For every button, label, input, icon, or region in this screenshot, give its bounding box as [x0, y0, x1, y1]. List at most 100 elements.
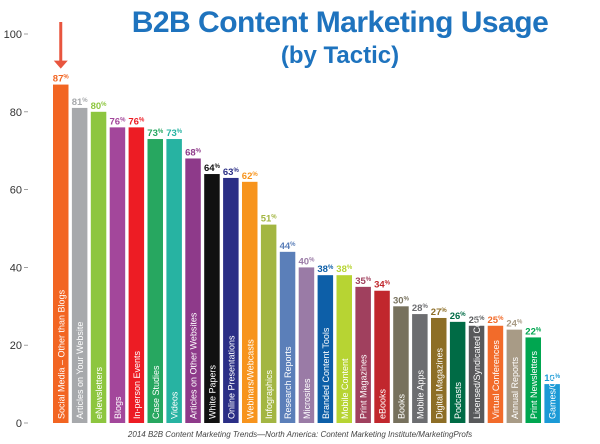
bar-group: 10%Games/Gamification — [544, 337, 561, 423]
bar-group: 24% Annual Reports — [506, 319, 523, 423]
bar — [468, 325, 485, 423]
category-label: Research Reports — [283, 346, 293, 419]
category-label: Books — [396, 393, 406, 419]
data-label: 73% — [166, 128, 183, 139]
data-label: 34% — [374, 280, 391, 291]
bar-group: 64% White Papers — [204, 163, 221, 423]
bar-group: 27% Digital Magazines — [431, 307, 448, 423]
y-tick-label: 100 — [4, 29, 22, 41]
category-label: Annual Reports — [510, 356, 520, 419]
data-label: 38% — [317, 264, 334, 275]
bar-group: 73% Videos — [166, 128, 183, 423]
category-label: Webinars/Webcasts — [245, 339, 255, 419]
bar — [90, 111, 107, 424]
data-label: 10% — [544, 373, 561, 384]
bar-group: 73% Case Studies — [147, 128, 164, 423]
category-label: Games/Gamification — [548, 337, 558, 419]
data-label: 35% — [355, 276, 372, 287]
bar — [336, 275, 352, 423]
bar-group: 25%Licensed/Syndicated Content — [468, 301, 486, 423]
data-label: 40% — [298, 256, 315, 267]
bar — [185, 158, 201, 424]
bar-group: 38% Branded Content Tools — [317, 264, 334, 423]
category-label: eBooks — [378, 388, 388, 419]
category-label: In-person Events — [132, 350, 142, 419]
bar — [525, 337, 541, 423]
data-label: 87% — [53, 74, 70, 85]
bar-group: 44% Research Reports — [280, 241, 297, 423]
category-label: Articles on Other Websites — [189, 312, 199, 419]
bar — [166, 139, 182, 423]
bar — [317, 275, 334, 423]
bar-group: 51% Infographics — [261, 214, 278, 423]
data-label: 76% — [128, 116, 145, 127]
bar — [242, 181, 258, 423]
bar-group: 68% Articles on Other Websites — [185, 147, 202, 424]
bar — [147, 139, 163, 423]
bar-group: 34% eBooks — [374, 280, 391, 423]
category-label: Mobile Content — [340, 358, 350, 419]
data-label: 44% — [280, 241, 297, 252]
category-label: Blogs — [113, 396, 123, 419]
bar — [71, 107, 88, 423]
bar — [128, 127, 145, 424]
bar — [393, 306, 409, 423]
y-tick-label: 0 — [16, 418, 22, 430]
data-label: 51% — [261, 214, 278, 225]
bar — [223, 177, 239, 423]
y-tick-label: 80 — [10, 107, 22, 119]
bar — [544, 384, 560, 423]
category-label: Licensed/Syndicated Content — [472, 301, 482, 419]
data-label: 81% — [72, 97, 89, 108]
data-label: 27% — [431, 307, 448, 318]
category-label: Print Magazines — [359, 354, 369, 419]
data-label: 25% — [487, 315, 504, 326]
chart-subtitle: (by Tactic) — [280, 42, 400, 69]
data-label: 62% — [242, 171, 259, 182]
data-label: 24% — [506, 319, 523, 330]
category-label: Infographics — [264, 369, 274, 419]
data-label: 80% — [91, 101, 108, 112]
source-note: 2014 B2B Content Marketing Trends—North … — [127, 430, 473, 439]
category-label: Digital Magazines — [434, 347, 444, 419]
category-label: Branded Content Tools — [321, 327, 331, 419]
data-label: 22% — [525, 326, 542, 337]
category-label: Podcasts — [453, 381, 463, 419]
data-label: 68% — [185, 147, 202, 158]
category-label: Case Studies — [151, 365, 161, 419]
bar-group: 30% Books — [393, 295, 410, 423]
data-label: 73% — [147, 128, 164, 139]
category-label: Social Media – Other than Blogs — [56, 289, 66, 419]
bar-group: 40% Microsites — [298, 256, 315, 423]
data-label: 30% — [393, 295, 410, 306]
chart-title: B2B Content Marketing Usage — [131, 6, 549, 39]
bar — [204, 174, 220, 423]
bar-group: 63% Online Presentations — [223, 167, 239, 423]
category-label: Online Presentations — [226, 335, 236, 419]
category-label: eNewsletters — [94, 366, 104, 419]
bar-group: 25% Virtual Conferences — [487, 315, 504, 423]
data-label: 25% — [469, 315, 486, 326]
category-label: Virtual Conferences — [491, 340, 501, 419]
data-label: 38% — [336, 264, 353, 275]
bar-group: 76% In-person Events — [128, 116, 145, 424]
bar — [374, 290, 390, 423]
bar-group: 80% eNewsletters — [90, 101, 108, 424]
category-label: Microsites — [302, 378, 312, 419]
bar-group: 81% Articles on Your Website — [71, 97, 89, 423]
bar-group: 76% Blogs — [109, 116, 126, 424]
bar-group: 28% Mobile Apps — [412, 303, 429, 423]
bar — [449, 321, 466, 423]
bar-group: 35% Print Magazines — [355, 276, 372, 423]
data-label: 28% — [412, 303, 429, 314]
bar — [506, 329, 523, 423]
y-tick-label: 20 — [10, 340, 22, 352]
bar-group: 38% Mobile Content — [336, 264, 353, 423]
bar — [298, 267, 315, 423]
category-label: Videos — [170, 391, 180, 419]
bar — [412, 314, 428, 423]
bar — [109, 127, 126, 424]
bar — [355, 286, 371, 423]
bar — [431, 317, 447, 423]
